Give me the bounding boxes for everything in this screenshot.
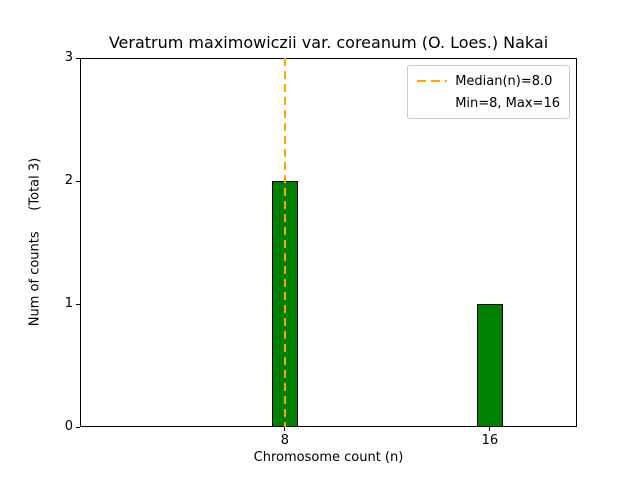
y-tick-mark: [76, 303, 80, 305]
y-tick-mark: [76, 180, 80, 182]
y-axis-label: Num of counts (Total 3): [27, 157, 43, 327]
legend: Median(n)=8.0 Min=8, Max=16: [407, 65, 570, 119]
y-tick-label: 2: [64, 173, 73, 188]
x-tick-mark: [489, 427, 491, 431]
bar: [477, 304, 503, 427]
median-dashed-line-legend-sample: [417, 80, 448, 82]
legend-row-median: Median(n)=8.0: [417, 72, 560, 90]
x-tick-mark: [284, 427, 286, 431]
median-line: [283, 58, 286, 427]
x-tick-label: 16: [481, 433, 499, 448]
chart-title: Veratrum maximowiczii var. coreanum (O. …: [108, 33, 549, 52]
x-axis-label: Chromosome count (n): [253, 450, 404, 465]
legend-sample-empty: [417, 102, 447, 104]
y-tick-mark: [76, 426, 80, 428]
legend-label-median: Median(n)=8.0: [455, 73, 553, 89]
y-tick-label: 1: [64, 296, 73, 311]
y-tick-label: 3: [64, 50, 73, 65]
legend-label-minmax: Min=8, Max=16: [455, 95, 560, 111]
x-tick-label: 8: [280, 433, 290, 448]
y-tick-mark: [76, 57, 80, 59]
legend-row-minmax: Min=8, Max=16: [417, 94, 560, 112]
y-tick-label: 0: [64, 419, 73, 434]
